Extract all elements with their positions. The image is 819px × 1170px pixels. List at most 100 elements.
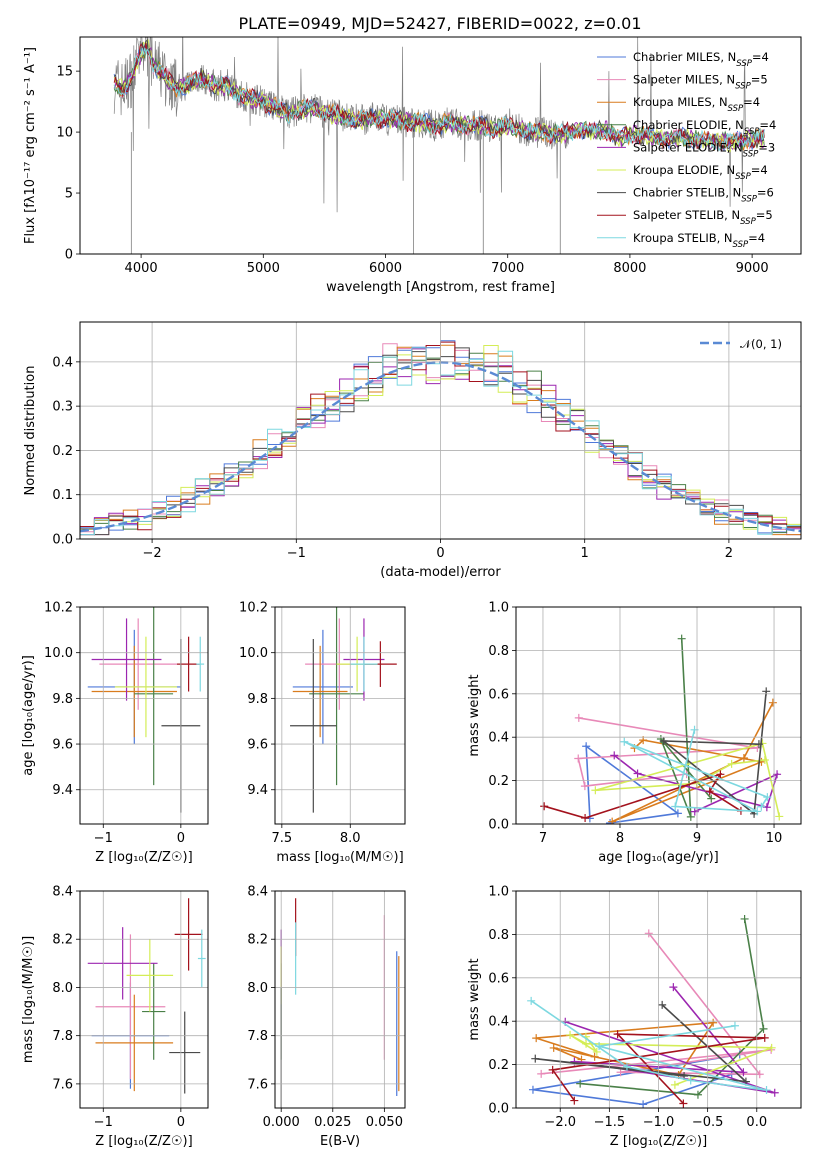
mass-weight-marker: [686, 1076, 695, 1085]
y-tick-label: 0.6: [488, 687, 509, 702]
model-spectrum-line: [113, 47, 765, 152]
mass-weight-marker: [591, 786, 600, 795]
y-tick-label: 7.8: [52, 1029, 73, 1044]
mass-weight-marker: [570, 1096, 579, 1105]
axes-frame: [79, 36, 802, 255]
y-tick-label: 7.6: [247, 1077, 268, 1092]
x-tick-label: 7.5: [271, 831, 292, 846]
x-tick-label: 7000: [491, 261, 524, 276]
mass-weight-marker: [740, 914, 749, 923]
mass-weight-marker: [669, 983, 678, 992]
model-spectrum-line: [113, 38, 765, 150]
x-axis-label: (data-model)/error: [380, 565, 501, 580]
x-tick-label: 0.0: [746, 1115, 767, 1130]
mass-weight-line: [565, 986, 775, 1094]
mass-weight-marker: [566, 1030, 575, 1039]
legend-label: Salpeter STELIB, NSSP=5: [633, 208, 773, 227]
x-tick-label: 4000: [125, 261, 158, 276]
mass-weight-line: [623, 729, 769, 813]
mass-weight-marker: [528, 1085, 537, 1094]
axes-frame: [79, 890, 209, 1109]
spectrum-legend: Chabrier MILES, NSSP=4 Salpeter MILES, NS…: [597, 50, 776, 250]
plot-area: [527, 914, 779, 1108]
mass-weight-marker: [527, 996, 536, 1005]
mass-weight-marker: [757, 802, 766, 811]
mass-weight-marker: [770, 1088, 779, 1097]
mass-weight-marker: [690, 807, 699, 816]
x-tick-label: 8.0: [340, 831, 361, 846]
mass-weight-marker: [754, 740, 763, 749]
mass-weight-marker: [677, 634, 686, 643]
x-tick-label: −1: [94, 1115, 113, 1130]
x-tick-label: 0.025: [314, 1115, 351, 1130]
y-axis-label: mass weight: [467, 958, 482, 1040]
x-tick-label: 5000: [247, 261, 280, 276]
y-tick-label: 0.1: [52, 488, 73, 503]
y-tick-label: 0.8: [488, 644, 509, 659]
x-tick-label: 9: [693, 831, 701, 846]
plot-area: [280, 898, 400, 1108]
legend-label: Chabrier MILES, NSSP=4: [633, 50, 769, 69]
legend-label: 𝒩(0, 1): [740, 337, 782, 351]
observed-spectrum-line: [113, 37, 765, 213]
y-tick-label: 9.8: [247, 692, 268, 707]
mass-weight-marker: [679, 1099, 688, 1108]
x-tick-label: 10: [766, 831, 783, 846]
y-tick-label: 1.0: [488, 885, 509, 900]
mass-weight-marker: [658, 1000, 667, 1009]
y-tick-label: 0.2: [488, 1058, 509, 1073]
x-tick-label: −1: [94, 831, 113, 846]
mass-weight-marker: [760, 756, 769, 765]
mass-weight-marker: [582, 1039, 591, 1048]
y-tick-label: 0.6: [488, 971, 509, 986]
y-tick-label: 8.4: [247, 885, 268, 900]
mass-weight-marker: [707, 794, 716, 803]
mass-weight-marker: [709, 1018, 718, 1027]
mass-weight-marker: [767, 1043, 776, 1052]
x-axis-label: wavelength [Angstrom, rest frame]: [326, 280, 555, 295]
mass-weight-marker: [580, 782, 589, 791]
y-axis-label: Normed distribution: [23, 366, 38, 496]
plot-area: [87, 607, 205, 813]
x-axis-label: Z [log₁₀(Z/Z☉)]: [610, 1134, 707, 1149]
mass-weight-marker: [670, 1080, 679, 1089]
legend-label: Kroupa ELODIE, NSSP=4: [633, 163, 768, 182]
x-axis-label: age [log₁₀(age/yr)]: [598, 850, 719, 865]
x-tick-label: 8000: [613, 261, 646, 276]
mass-weight-marker: [592, 1047, 601, 1056]
y-tick-label: 10.2: [239, 601, 268, 616]
weight-vs-age-panel: 7 8 9 10 0.0 0.2 0.4 0.6 0.8 1.0 age [log₁₀(age/yr…: [467, 601, 802, 865]
mass-weight-marker: [574, 754, 583, 763]
mass-weight-marker: [716, 770, 725, 779]
mass-weight-line: [530, 1000, 767, 1091]
y-tick-label: 10.0: [239, 646, 268, 661]
y-tick-label: 8.2: [52, 933, 73, 948]
mass-weight-marker: [758, 739, 767, 748]
axes-frame: [515, 890, 802, 1109]
mass-weight-line: [660, 638, 712, 818]
mass-weight-marker: [686, 812, 695, 821]
figure-title: PLATE=0949, MJD=52427, FIBERID=0022, z=0…: [238, 14, 641, 33]
legend-label: Kroupa STELIB, NSSP=4: [633, 231, 765, 250]
age-vs-mass-panel: 7.5 8.0 9.4 9.6 9.8 10.0 10.2 mass [log₁₀(M/M☉)…: [239, 601, 406, 865]
y-tick-label: 9.8: [52, 692, 73, 707]
x-tick-label: −1.0: [643, 1115, 675, 1130]
x-tick-label: −1: [287, 546, 306, 561]
y-tick-label: 9.6: [52, 738, 73, 753]
y-tick-label: 0: [65, 248, 73, 263]
mass-weight-line: [569, 1034, 772, 1086]
y-tick-label: 10: [56, 126, 73, 141]
mass-weight-marker: [659, 737, 668, 746]
y-axis-label: Flux [fλ10⁻¹⁷ erg cm⁻² s⁻¹ A⁻¹]: [23, 47, 38, 244]
x-tick-label: 2: [725, 546, 733, 561]
mass-weight-marker: [549, 1043, 558, 1052]
mass-weight-marker: [673, 809, 682, 818]
legend-label: Kroupa MILES, NSSP=4: [633, 95, 760, 114]
y-tick-label: 9.4: [247, 783, 268, 798]
legend-label: Salpeter ELODIE, NSSP=3: [633, 140, 775, 159]
y-axis-label: mass [log₁₀(M/M☉)]: [21, 936, 36, 1063]
legend-label: Chabrier ELODIE, NSSP=4: [633, 118, 776, 137]
y-tick-label: 7.6: [52, 1077, 73, 1092]
mass-weight-marker: [760, 1033, 769, 1042]
mass-vs-ebv-panel: 0.000 0.025 0.050 7.6 7.8 8.0 8.2 8.4 E(B-V): [247, 885, 406, 1149]
